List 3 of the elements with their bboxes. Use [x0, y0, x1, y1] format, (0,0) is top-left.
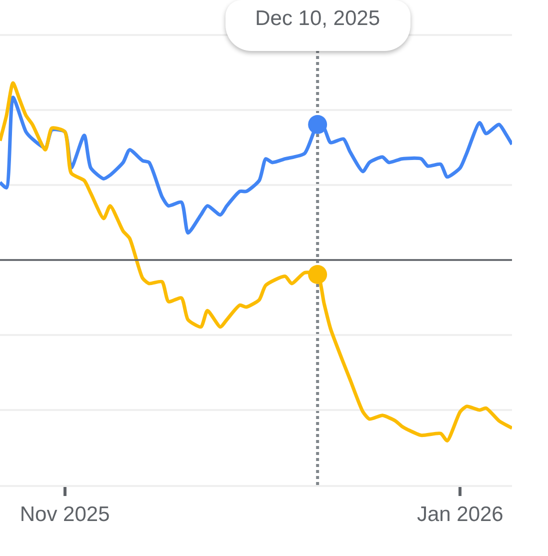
- ref-line-label: Dec 10, 2025: [255, 6, 380, 32]
- x-tick-label: Jan 2026: [416, 502, 504, 526]
- x-tick-label: Nov 2025: [20, 502, 110, 526]
